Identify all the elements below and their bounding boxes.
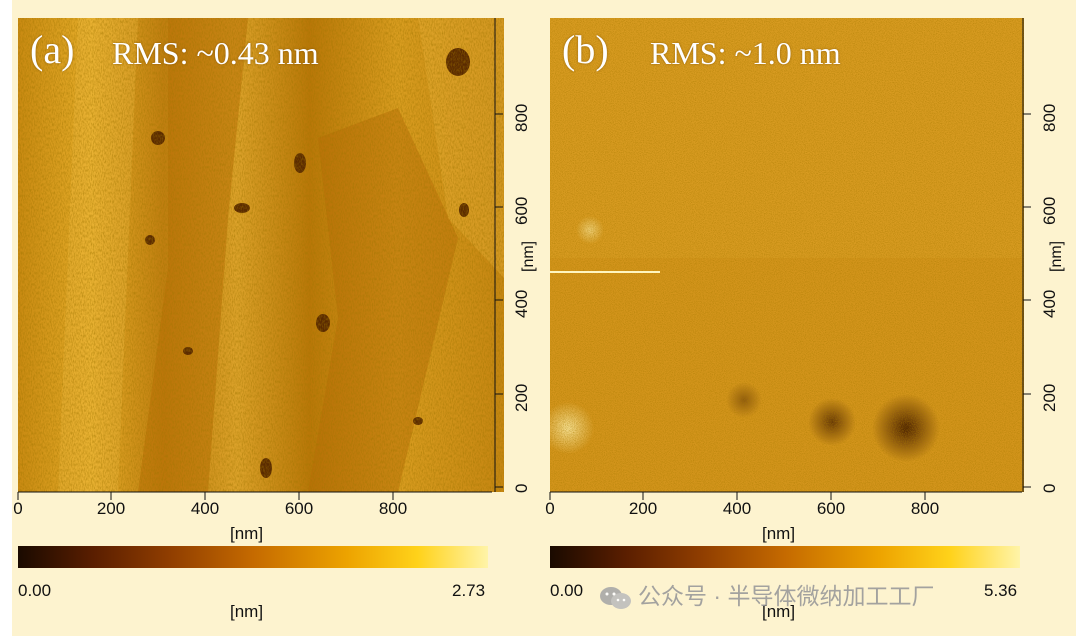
colorbar-max-b: 5.36: [984, 581, 1018, 600]
colorbar-b: [550, 546, 1020, 568]
rms-value-a: RMS: ~0.43 nm: [112, 35, 319, 71]
x-tick-a-800: 800: [378, 499, 408, 518]
y-tick-b-400: 400: [1040, 289, 1059, 318]
axis-ticks-a: [17, 18, 503, 500]
y-unit-a: [nm]: [520, 240, 537, 272]
watermark-text: 公众号 · 半导体微纳加工工厂: [638, 583, 935, 609]
x-unit-a: [nm]: [230, 524, 264, 543]
y-tick-b-800: 800: [1040, 103, 1059, 132]
x-tick-a-200: 200: [96, 499, 126, 518]
x-unit-b: [nm]: [762, 524, 796, 543]
y-unit-b: [nm]: [1048, 240, 1065, 272]
x-tick-a-400: 400: [190, 499, 220, 518]
wechat-icon: [600, 586, 631, 609]
x-tick-a-600: 600: [284, 499, 314, 518]
y-tick-b-0: 0: [1040, 483, 1059, 493]
y-tick-a-600: 600: [512, 196, 531, 225]
y-tick-a-400: 400: [512, 289, 531, 318]
afm-panel-a: (a) RMS: ~0.43 nm 0 200 400 600 800 [nm]…: [12, 0, 544, 636]
panel-label-a: (a): [30, 27, 75, 72]
rms-value-b: RMS: ~1.0 nm: [650, 35, 841, 71]
afm-height-map-b: [550, 18, 1024, 492]
y-tick-a-0: 0: [512, 483, 531, 493]
colorbar-a: [18, 546, 488, 568]
colorbar-unit-b: [nm]: [762, 602, 796, 621]
axis-ticks-b: [549, 18, 1031, 500]
y-tick-b-600: 600: [1040, 196, 1059, 225]
x-tick-b-600: 600: [816, 499, 846, 518]
y-tick-b-200: 200: [1040, 383, 1059, 412]
colorbar-unit-a: [nm]: [230, 602, 264, 621]
y-tick-a-800: 800: [512, 103, 531, 132]
x-tick-a-0: 0: [13, 499, 23, 518]
colorbar-min-b: 0.00: [550, 581, 584, 600]
panel-label-b: (b): [562, 27, 609, 72]
colorbar-max-a: 2.73: [452, 581, 486, 600]
colorbar-min-a: 0.00: [18, 581, 52, 600]
watermark: 公众号 · 半导体微纳加工工厂: [598, 577, 934, 611]
x-tick-b-800: 800: [910, 499, 940, 518]
y-tick-a-200: 200: [512, 383, 531, 412]
afm-panel-b: (b) RMS: ~1.0 nm 0 200 400 600 800 [nm] …: [544, 0, 1076, 636]
x-tick-b-0: 0: [545, 499, 555, 518]
x-tick-b-200: 200: [628, 499, 658, 518]
afm-height-map-a: [18, 18, 504, 492]
x-tick-b-400: 400: [722, 499, 752, 518]
